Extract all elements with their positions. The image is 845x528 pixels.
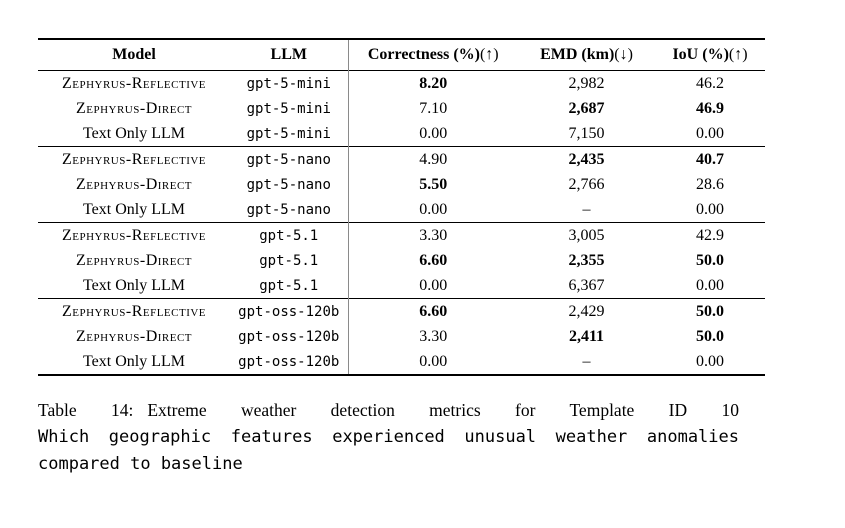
emd-value: 7,150 xyxy=(568,124,605,142)
correctness-value: 3.30 xyxy=(347,222,518,248)
emd-value: 2,429 xyxy=(568,302,605,320)
model-name: Zephyrus-Reflective xyxy=(61,150,207,168)
correctness-value: 0.00 xyxy=(347,273,518,299)
table-row: Text Only LLM gpt-oss-120b 0.00 – 0.00 xyxy=(38,349,765,375)
column-header-llm: LLM xyxy=(270,46,307,63)
llm-group-gpt-5-nano: Zephyrus-Reflective gpt-5-nano 4.90 2,43… xyxy=(38,146,765,223)
table-row: Zephyrus-Reflective gpt-5.1 3.30 3,005 4… xyxy=(38,222,765,248)
emd-value: 2,982 xyxy=(568,74,605,92)
model-name: Zephyrus-Reflective xyxy=(61,226,207,244)
llm-name: gpt-5-nano xyxy=(246,151,331,168)
llm-name: gpt-5.1 xyxy=(259,252,319,269)
correctness-value: 6.60 xyxy=(347,298,518,324)
metrics-table: Model LLM Correctness (%)(↑) EMD (km)(↓)… xyxy=(38,38,765,376)
emd-header-label: EMD (km) xyxy=(540,46,615,63)
column-header-emd: EMD (km)(↓) xyxy=(518,39,655,71)
emd-value: 6,367 xyxy=(568,276,605,294)
table-row: Text Only LLM gpt-5-nano 0.00 – 0.00 xyxy=(38,197,765,223)
llm-group-gpt-oss-120b: Zephyrus-Reflective gpt-oss-120b 6.60 2,… xyxy=(38,298,765,375)
correctness-header-label: Correctness (%) xyxy=(367,46,480,63)
llm-name: gpt-oss-120b xyxy=(238,303,340,320)
model-name: Zephyrus-Direct xyxy=(75,327,193,345)
emd-value: 2,355 xyxy=(568,251,605,269)
model-name: Zephyrus-Reflective xyxy=(61,74,207,92)
table-row: Zephyrus-Reflective gpt-5-mini 8.20 2,98… xyxy=(38,70,765,96)
model-name: Zephyrus-Direct xyxy=(75,175,193,193)
iou-value: 0.00 xyxy=(696,200,724,218)
table-row: Zephyrus-Direct gpt-5-mini 7.10 2,687 46… xyxy=(38,96,765,121)
caption-template-text-line-2: compared to baseline xyxy=(38,454,243,474)
llm-name: gpt-5-mini xyxy=(246,75,331,92)
llm-group-gpt-5-1: Zephyrus-Reflective gpt-5.1 3.30 3,005 4… xyxy=(38,222,765,299)
llm-name: gpt-oss-120b xyxy=(238,353,340,370)
model-name: Text Only LLM xyxy=(83,352,185,370)
down-arrow-icon: (↓) xyxy=(614,46,633,63)
table-caption: Table 14: Extreme weather detection metri… xyxy=(38,397,739,478)
correctness-value: 0.00 xyxy=(347,349,518,375)
table-row: Zephyrus-Direct gpt-5-nano 5.50 2,766 28… xyxy=(38,172,765,197)
llm-group-gpt-5-mini: Zephyrus-Reflective gpt-5-mini 8.20 2,98… xyxy=(38,70,765,147)
correctness-value: 5.50 xyxy=(347,172,518,197)
iou-value: 0.00 xyxy=(696,124,724,142)
correctness-value: 0.00 xyxy=(347,197,518,223)
iou-value: 50.0 xyxy=(696,251,724,269)
iou-value: 46.2 xyxy=(696,74,724,92)
column-header-model: Model xyxy=(112,46,156,63)
emd-value: 3,005 xyxy=(568,226,605,244)
llm-name: gpt-5-mini xyxy=(246,125,331,142)
caption-table-number: Table 14: xyxy=(38,400,134,420)
column-header-correctness: Correctness (%)(↑) xyxy=(347,39,518,71)
table-row: Text Only LLM gpt-5-mini 0.00 7,150 0.00 xyxy=(38,121,765,147)
caption-title: Extreme weather detection metrics for Te… xyxy=(147,400,739,420)
emd-value: 2,435 xyxy=(568,150,605,168)
model-name: Zephyrus-Reflective xyxy=(61,302,207,320)
caption-template-text-line-1: Which geographic features experienced un… xyxy=(38,427,739,447)
iou-value: 50.0 xyxy=(696,302,724,320)
correctness-value: 6.60 xyxy=(347,248,518,273)
iou-value: 0.00 xyxy=(696,276,724,294)
iou-value: 28.6 xyxy=(696,175,724,193)
correctness-value: 0.00 xyxy=(347,121,518,147)
llm-name: gpt-5-mini xyxy=(246,100,331,117)
llm-name: gpt-5-nano xyxy=(246,176,331,193)
table-row: Zephyrus-Direct gpt-oss-120b 3.30 2,411 … xyxy=(38,324,765,349)
llm-name: gpt-oss-120b xyxy=(238,328,340,345)
model-name: Text Only LLM xyxy=(83,276,185,294)
correctness-value: 8.20 xyxy=(347,70,518,96)
correctness-value: 7.10 xyxy=(347,96,518,121)
table-row: Zephyrus-Reflective gpt-oss-120b 6.60 2,… xyxy=(38,298,765,324)
table-header: Model LLM Correctness (%)(↑) EMD (km)(↓)… xyxy=(38,39,765,71)
iou-value: 50.0 xyxy=(696,327,724,345)
llm-name: gpt-5.1 xyxy=(259,277,319,294)
table-row: Zephyrus-Reflective gpt-5-nano 4.90 2,43… xyxy=(38,146,765,172)
correctness-value: 4.90 xyxy=(347,146,518,172)
model-name: Text Only LLM xyxy=(83,124,185,142)
correctness-value: 3.30 xyxy=(347,324,518,349)
emd-value: 2,766 xyxy=(568,175,605,193)
llm-name: gpt-5-nano xyxy=(246,201,331,218)
emd-value: 2,687 xyxy=(568,99,605,117)
caption-line-1: Table 14: Extreme weather detection metri… xyxy=(38,397,739,424)
iou-value: 0.00 xyxy=(696,352,724,370)
table-row: Zephyrus-Direct gpt-5.1 6.60 2,355 50.0 xyxy=(38,248,765,273)
table-row: Text Only LLM gpt-5.1 0.00 6,367 0.00 xyxy=(38,273,765,299)
column-header-iou: IoU (%)(↑) xyxy=(655,39,765,71)
up-arrow-icon: (↑) xyxy=(479,46,499,63)
iou-value: 40.7 xyxy=(696,150,724,168)
emd-value: – xyxy=(582,352,591,370)
header-row: Model LLM Correctness (%)(↑) EMD (km)(↓)… xyxy=(38,39,765,71)
iou-header-label: IoU (%) xyxy=(672,46,729,63)
iou-value: 46.9 xyxy=(696,99,724,117)
model-name: Zephyrus-Direct xyxy=(75,99,193,117)
up-arrow-icon: (↑) xyxy=(728,46,748,63)
llm-name: gpt-5.1 xyxy=(259,227,319,244)
emd-value: – xyxy=(582,200,591,218)
model-name: Text Only LLM xyxy=(83,200,185,218)
emd-value: 2,411 xyxy=(568,327,605,345)
model-name: Zephyrus-Direct xyxy=(75,251,193,269)
iou-value: 42.9 xyxy=(696,226,724,244)
